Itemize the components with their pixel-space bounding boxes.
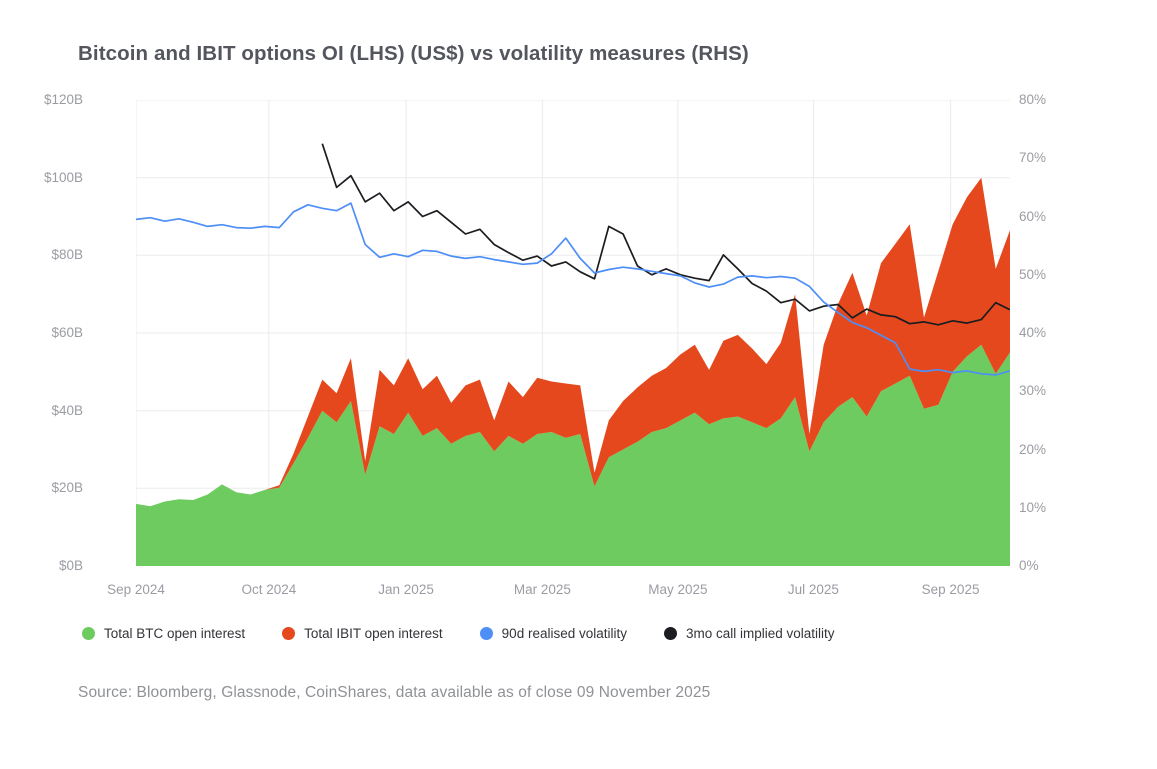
realised-vol-series-color-dot-icon (479, 627, 493, 640)
y-left-tick-label: $120B (43, 92, 83, 107)
legend-label: 90d realised volatility (501, 626, 627, 641)
y-right-tick-label: 80% (1019, 92, 1047, 107)
legend-item-3mo-call-implied-volatility[interactable]: 3mo call implied volatility (664, 626, 835, 641)
chart-legend: Total BTC open interest Total IBIT open … (82, 626, 835, 641)
y-left-tick-label: $0B (58, 558, 83, 573)
chart-canvas (135, 99, 1011, 567)
x-tick-label: Jul 2025 (787, 582, 839, 597)
legend-item-total-ibit-open-interest[interactable]: Total IBIT open interest (282, 626, 443, 641)
y-axis-left: $120B $100B $80B $60B $40B $20B $0B (0, 92, 120, 573)
y-right-tick-label: 20% (1019, 441, 1047, 457)
legend-label: Total BTC open interest (104, 626, 246, 641)
chart-plot-area (135, 99, 1011, 567)
y-right-tick-label: 50% (1019, 266, 1047, 282)
legend-item-90d-realised-volatility[interactable]: 90d realised volatility (479, 626, 627, 641)
x-tick-label: Jan 2025 (378, 582, 434, 597)
ibit-series-color-dot-icon (282, 627, 296, 640)
y-right-tick-label: 10% (1019, 499, 1047, 515)
legend-label: Total IBIT open interest (304, 626, 443, 641)
legend-item-total-btc-open-interest[interactable]: Total BTC open interest (82, 626, 245, 641)
x-axis: Sep 2024 Oct 2024 Jan 2025 Mar 2025 May 2025… (107, 582, 1010, 602)
y-right-tick-label: 0% (1019, 558, 1039, 573)
x-tick-label: Sep 2025 (921, 582, 980, 597)
implied-vol-series-color-dot-icon (664, 627, 677, 640)
y-right-tick-label: 40% (1019, 325, 1047, 340)
chart-title: Bitcoin and IBIT options OI (LHS) (US$) … (78, 42, 749, 65)
legend-label: 3mo call implied volatility (686, 626, 835, 641)
y-right-tick-label: 60% (1019, 208, 1047, 224)
x-tick-label: May 2025 (648, 582, 708, 597)
y-left-tick-label: $60B (51, 325, 83, 340)
x-tick-label: Oct 2024 (241, 582, 297, 597)
y-left-tick-label: $80B (51, 247, 83, 263)
y-right-tick-label: 30% (1019, 383, 1047, 399)
y-left-tick-label: $20B (51, 480, 83, 496)
source-attribution: Source: Bloomberg, Glassnode, CoinShares… (78, 684, 711, 701)
y-left-tick-label: $40B (51, 402, 83, 418)
y-right-tick-label: 70% (1019, 150, 1047, 166)
x-tick-label: Mar 2025 (513, 582, 571, 597)
x-tick-label: Sep 2024 (107, 582, 165, 597)
y-axis-right: 80% 70% 60% 50% 40% 30% 20% 10% 0% (1019, 92, 1079, 573)
btc-series-color-dot-icon (82, 627, 95, 640)
y-left-tick-label: $100B (43, 169, 83, 185)
